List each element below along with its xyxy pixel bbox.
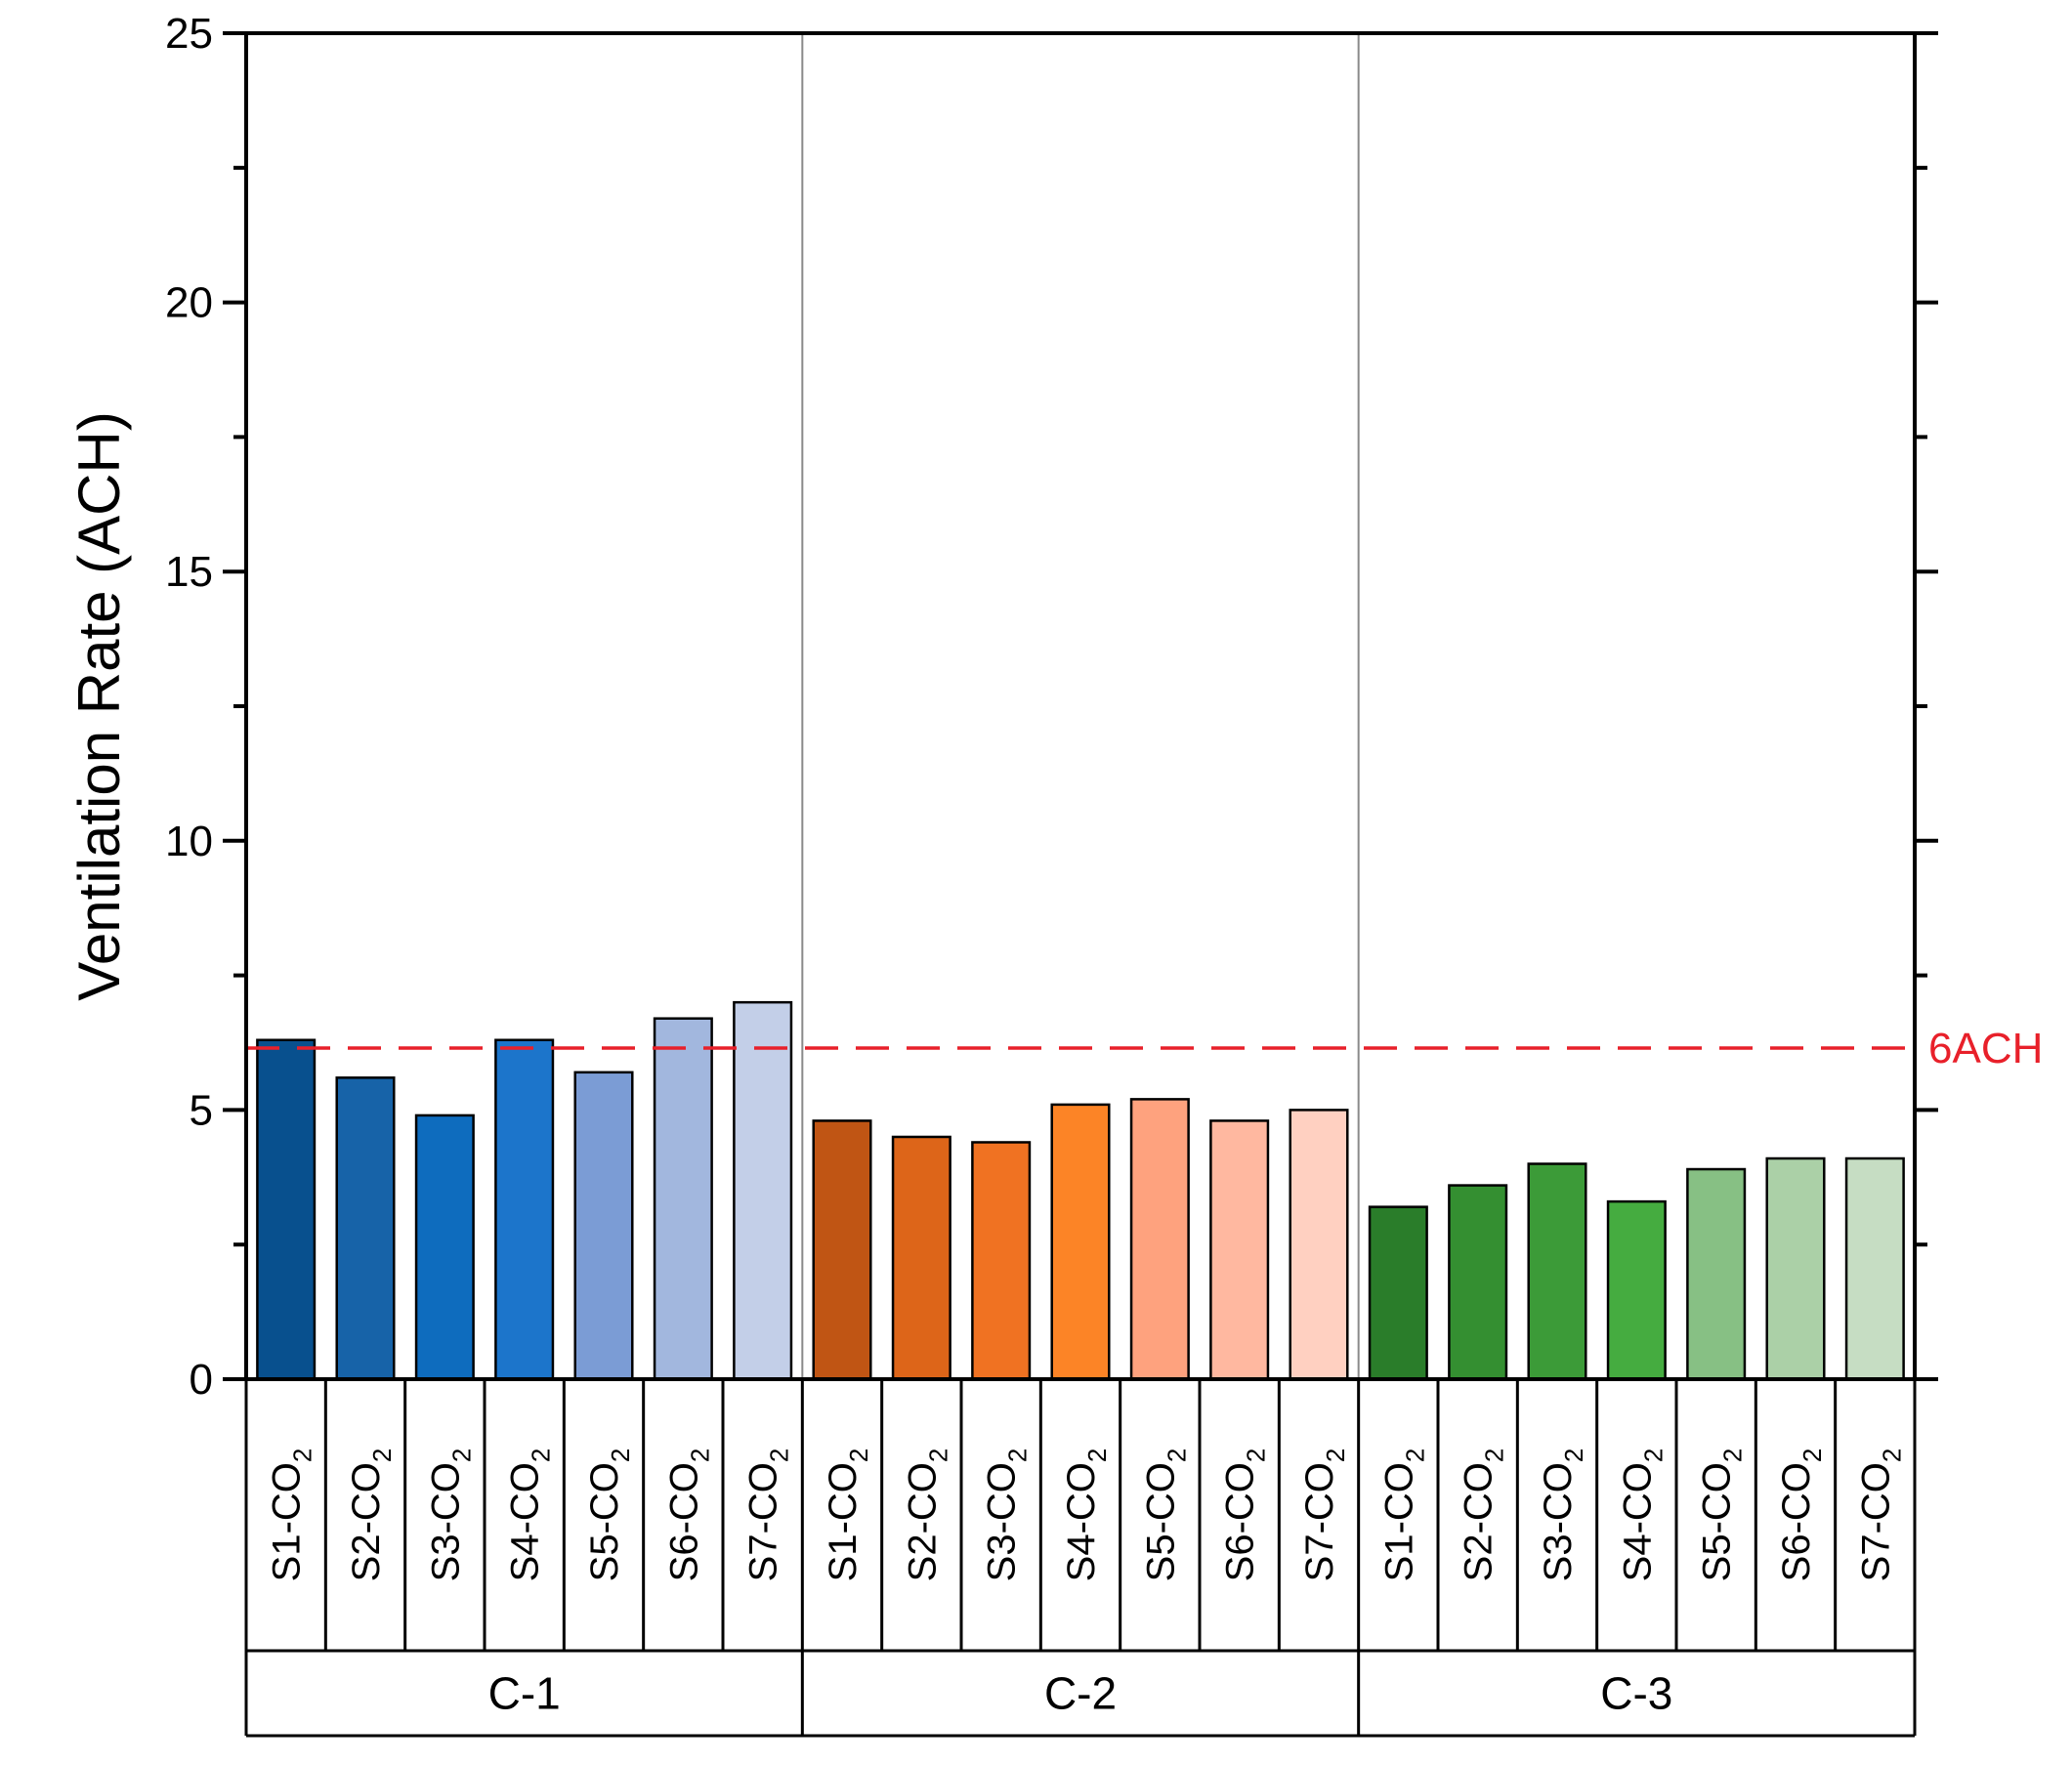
bar: [335, 1076, 396, 1381]
category-label-main: S7-CO: [1854, 1462, 1897, 1581]
category-label-main: S6-CO: [1775, 1462, 1818, 1581]
group-label: C-1: [488, 1668, 561, 1719]
bar: [1448, 1184, 1508, 1381]
bar: [1844, 1156, 1905, 1381]
y-tick-label: 10: [165, 818, 213, 865]
bar: [971, 1141, 1032, 1381]
category-label-main: S2-CO: [901, 1462, 944, 1581]
bar: [1209, 1119, 1270, 1381]
category-label-main: S3-CO: [981, 1462, 1024, 1581]
category-label-main: S7-CO: [1298, 1462, 1341, 1581]
bar: [414, 1114, 475, 1381]
group-label: C-3: [1600, 1668, 1672, 1719]
group-label: C-2: [1044, 1668, 1117, 1719]
category-label: S3-CO2: [424, 1449, 476, 1582]
category-label-main: S2-CO: [1458, 1462, 1501, 1581]
category-label: S3-CO2: [981, 1449, 1033, 1582]
bar: [1368, 1205, 1428, 1381]
reference-line-label: 6ACH: [1928, 1025, 2043, 1072]
bar: [1050, 1103, 1111, 1381]
category-label-subscript: 2: [1242, 1449, 1271, 1462]
category-label-main: S1-CO: [266, 1462, 309, 1581]
category-label: S5-CO2: [1139, 1449, 1191, 1582]
bar: [1289, 1109, 1349, 1381]
category-label-subscript: 2: [606, 1449, 635, 1462]
category-label-main: S5-CO: [583, 1462, 626, 1581]
bar: [891, 1135, 951, 1381]
category-label: S4-CO2: [1060, 1449, 1112, 1582]
bar: [256, 1038, 317, 1381]
category-label: S5-CO2: [583, 1449, 635, 1582]
category-label: S7-CO2: [1854, 1449, 1906, 1582]
bar: [494, 1038, 555, 1381]
category-label-main: S1-CO: [1377, 1462, 1420, 1581]
bar: [1686, 1167, 1747, 1381]
category-label-main: S2-CO: [345, 1462, 388, 1581]
category-label-subscript: 2: [1797, 1449, 1827, 1462]
bar: [653, 1017, 713, 1381]
category-label-main: S4-CO: [1616, 1462, 1659, 1581]
category-label: S7-CO2: [1298, 1449, 1350, 1582]
category-label-subscript: 2: [446, 1449, 476, 1462]
bar: [812, 1119, 872, 1381]
category-label: S6-CO2: [1219, 1449, 1271, 1582]
y-tick-label: 15: [165, 548, 213, 596]
category-label-subscript: 2: [1003, 1449, 1033, 1462]
category-label: S6-CO2: [662, 1449, 714, 1582]
category-label-subscript: 2: [685, 1449, 714, 1462]
category-label-main: S7-CO: [742, 1462, 785, 1581]
category-label-subscript: 2: [1718, 1449, 1748, 1462]
category-label-main: S6-CO: [1219, 1462, 1262, 1581]
category-label-main: S3-CO: [424, 1462, 467, 1581]
bar: [1765, 1156, 1826, 1381]
category-label-subscript: 2: [367, 1449, 397, 1462]
category-label: S6-CO2: [1775, 1449, 1827, 1582]
bar: [573, 1071, 634, 1381]
category-label: S3-CO2: [1537, 1449, 1588, 1582]
category-label: S2-CO2: [1458, 1449, 1509, 1582]
category-label: S2-CO2: [901, 1449, 952, 1582]
category-label: S4-CO2: [504, 1449, 556, 1582]
category-label-main: S6-CO: [662, 1462, 705, 1581]
category-label-main: S4-CO: [504, 1462, 547, 1581]
y-tick-label: 5: [190, 1086, 213, 1134]
bar: [1606, 1199, 1667, 1381]
category-label-main: S3-CO: [1537, 1462, 1580, 1581]
category-label-subscript: 2: [1082, 1449, 1112, 1462]
category-label: S5-CO2: [1696, 1449, 1748, 1582]
bar: [733, 1000, 793, 1381]
bar: [1129, 1098, 1190, 1381]
category-label-subscript: 2: [527, 1449, 556, 1462]
category-label-main: S1-CO: [822, 1462, 865, 1581]
category-label-subscript: 2: [1559, 1449, 1588, 1462]
category-label: S1-CO2: [822, 1449, 873, 1582]
category-label-subscript: 2: [1162, 1449, 1191, 1462]
category-label-subscript: 2: [1638, 1449, 1668, 1462]
category-label-main: S5-CO: [1696, 1462, 1739, 1581]
category-label-subscript: 2: [1400, 1449, 1429, 1462]
category-label-subscript: 2: [923, 1449, 952, 1462]
category-label-subscript: 2: [1877, 1449, 1906, 1462]
y-tick-label: 20: [165, 279, 213, 327]
y-axis-title: Ventilation Rate (ACH): [66, 411, 132, 1001]
category-label: S7-CO2: [742, 1449, 794, 1582]
category-label-main: S4-CO: [1060, 1462, 1103, 1581]
category-label-subscript: 2: [288, 1449, 317, 1462]
category-label: S2-CO2: [345, 1449, 397, 1582]
category-label: S4-CO2: [1616, 1449, 1668, 1582]
category-label: S1-CO2: [266, 1449, 317, 1582]
category-label-subscript: 2: [765, 1449, 794, 1462]
category-label-main: S5-CO: [1139, 1462, 1182, 1581]
y-tick-label: 0: [190, 1356, 213, 1404]
y-tick-label: 25: [165, 10, 213, 58]
category-label-subscript: 2: [1321, 1449, 1350, 1462]
category-label-subscript: 2: [1480, 1449, 1509, 1462]
bar: [1527, 1162, 1587, 1381]
category-label: S1-CO2: [1377, 1449, 1429, 1582]
category-label-subscript: 2: [844, 1449, 873, 1462]
